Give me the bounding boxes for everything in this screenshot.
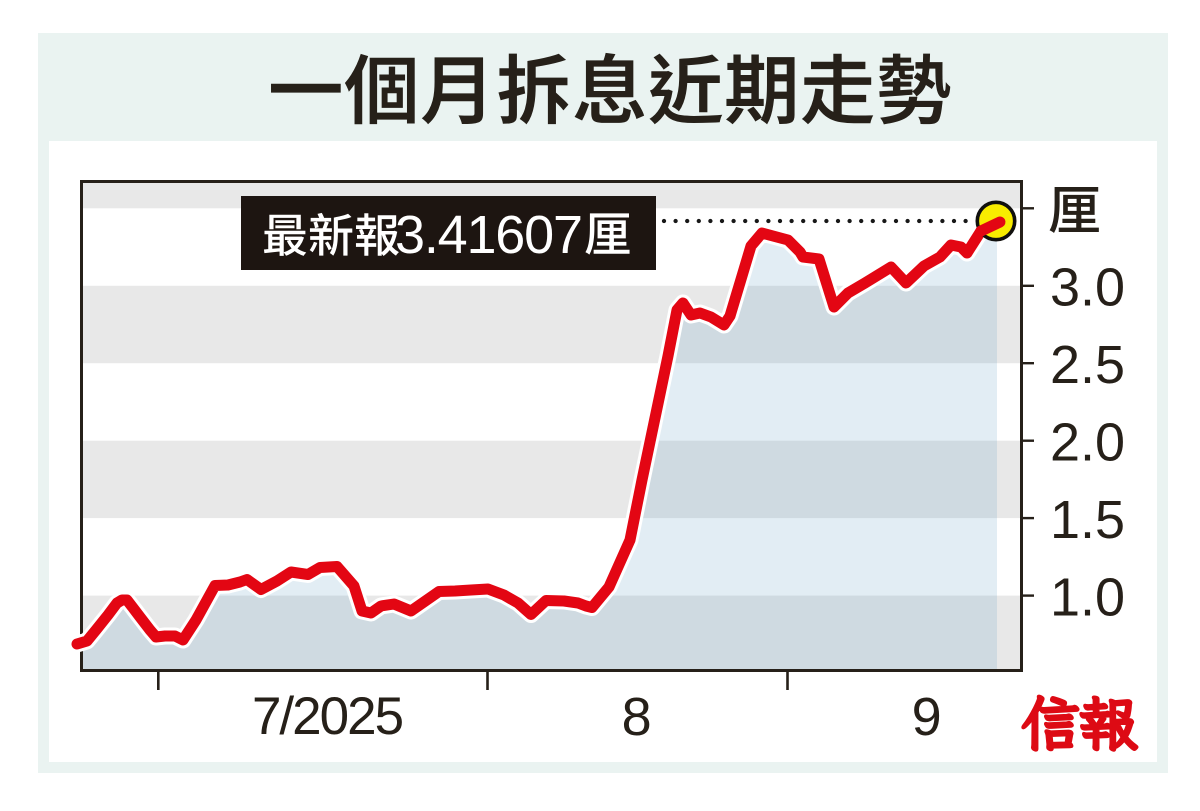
svg-text:3.41607: 3.41607: [395, 205, 582, 265]
svg-text:2.5: 2.5: [1050, 335, 1125, 395]
svg-text:1.0: 1.0: [1050, 567, 1125, 627]
svg-text:7/2025: 7/2025: [252, 687, 403, 746]
svg-text:8: 8: [622, 687, 652, 747]
svg-text:2.0: 2.0: [1050, 412, 1125, 472]
svg-text:9: 9: [912, 687, 942, 747]
svg-text:3.0: 3.0: [1050, 258, 1125, 318]
svg-text:1.5: 1.5: [1050, 490, 1125, 550]
